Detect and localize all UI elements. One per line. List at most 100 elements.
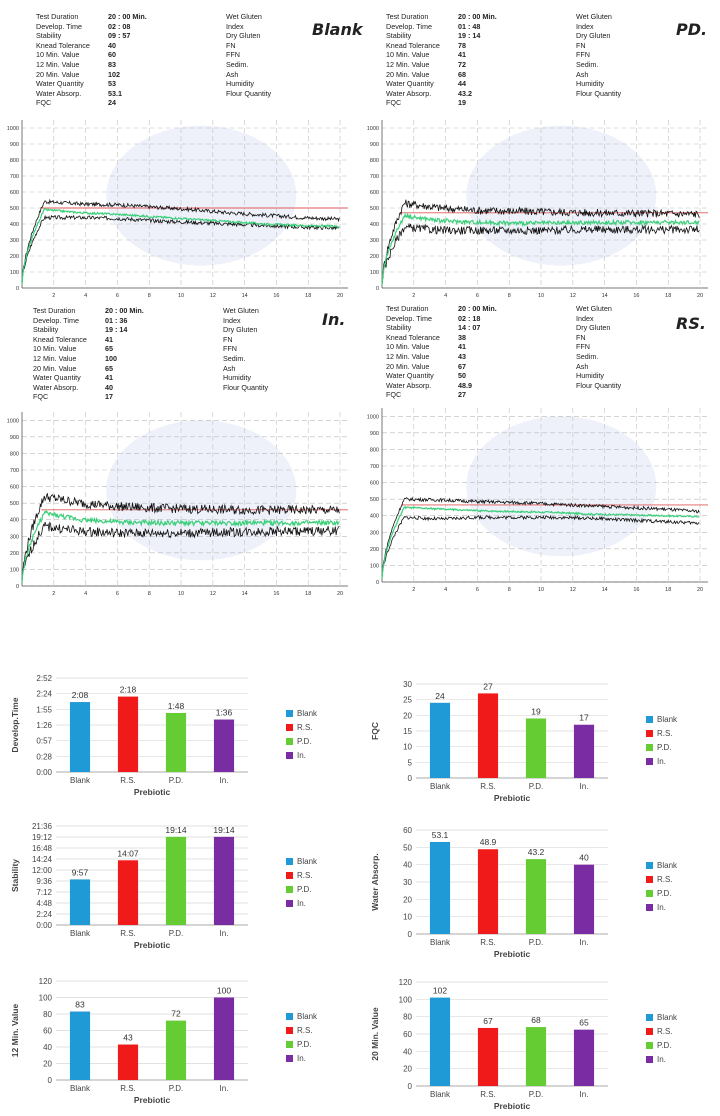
legend-label: In. <box>657 757 666 766</box>
y-axis-title: Stability <box>10 859 20 892</box>
info-value: 40 <box>105 382 113 392</box>
y-tick-label: 1:55 <box>36 705 52 714</box>
legend-swatch <box>286 1027 293 1034</box>
info-value: 60 <box>108 50 116 60</box>
bar-blank <box>429 997 451 1086</box>
x-tick-label: 8 <box>508 587 511 593</box>
y-tick-label: 5 <box>408 758 413 767</box>
data-label: 68 <box>531 1015 541 1025</box>
info-row: Test Duration 20 : 00 Min. Wet Gluten <box>386 304 646 314</box>
data-label: 83 <box>75 1000 85 1010</box>
info-label: FQC <box>386 390 402 400</box>
legend-swatch <box>646 904 653 911</box>
data-label: 17 <box>579 713 589 723</box>
info-right-label: FFN <box>226 50 240 60</box>
info-value: 40 <box>108 40 116 50</box>
y-tick-label: 120 <box>39 977 53 986</box>
info-label: Knead Tolerance <box>33 334 87 344</box>
data-label: 19:14 <box>165 825 187 835</box>
farinogram-info: Test Duration 20 : 00 Min. Wet Gluten Devel… <box>386 304 646 404</box>
info-label: 20 Min. Value <box>36 69 80 79</box>
legend-label: In. <box>297 1054 306 1063</box>
curve-upper <box>381 496 700 579</box>
info-right-label: Ash <box>226 69 239 79</box>
y-tick-label: 12:00 <box>32 866 53 875</box>
info-label: Test Duration <box>386 304 429 313</box>
info-right-label: Ash <box>576 361 589 371</box>
bar-rs <box>117 696 139 772</box>
info-value: 27 <box>458 390 466 400</box>
x-tick-label: 10 <box>538 293 544 299</box>
12-min-value-chart: 0 20 40 60 80 100 120 83 Blank 43 R.S. 72 P.D. 100 In.… <box>10 977 318 1105</box>
legend-label: Blank <box>657 1013 678 1022</box>
info-value: 65 <box>105 344 113 354</box>
y-tick-label: 800 <box>370 447 379 453</box>
info-row: 10 Min. Value 60 FFN <box>36 50 296 60</box>
y-tick-label: 20 <box>43 1060 52 1069</box>
y-tick-label: 500 <box>10 206 19 212</box>
x-tick-label: 6 <box>476 293 479 299</box>
bar-blank <box>69 1011 91 1080</box>
info-label: Stability <box>33 325 59 335</box>
y-tick-label: 700 <box>10 174 19 180</box>
info-right-label: Sedim. <box>226 60 249 69</box>
info-label: Knead Tolerance <box>36 40 90 50</box>
data-label: 24 <box>435 691 445 701</box>
curve-lower <box>381 514 700 579</box>
x-tick-label: 4 <box>444 293 447 299</box>
bar-blank <box>429 841 451 934</box>
info-row: 12 Min. Value 43 Sedim. <box>386 352 646 362</box>
legend-label: R.S. <box>657 1027 673 1036</box>
y-tick-label: 30 <box>403 680 412 689</box>
bar-pd <box>165 836 187 925</box>
legend-swatch <box>646 1056 653 1063</box>
y-tick-label: 10 <box>403 743 412 752</box>
y-tick-label: 80 <box>43 1010 52 1019</box>
x-tick-label: 8 <box>148 293 151 299</box>
y-tick-label: 100 <box>370 563 379 569</box>
x-tick-label: R.S. <box>120 1084 136 1093</box>
info-value: 20 : 00 Min. <box>105 306 144 315</box>
x-tick-label: In. <box>580 782 589 791</box>
info-row: Knead Tolerance 41 FN <box>33 335 293 345</box>
y-tick-label: 120 <box>399 978 413 987</box>
x-tick-label: Blank <box>430 938 451 947</box>
curve-mean <box>21 510 340 583</box>
info-value: 41 <box>458 50 466 60</box>
data-label: 27 <box>483 681 493 691</box>
info-row: Stability 19 : 14 Dry Gluten <box>33 325 293 335</box>
x-tick-label: In. <box>220 929 229 938</box>
y-tick-label: 900 <box>10 435 19 441</box>
y-tick-label: 0 <box>408 774 413 783</box>
x-tick-label: Blank <box>430 782 451 791</box>
y-tick-label: 100 <box>399 995 413 1004</box>
legend-swatch <box>286 1013 293 1020</box>
legend-swatch <box>286 1055 293 1062</box>
data-label: 14:07 <box>117 848 139 858</box>
x-tick-label: R.S. <box>120 929 136 938</box>
bar-rs <box>477 693 499 778</box>
info-value: 19 <box>458 98 466 108</box>
y-tick-label: 40 <box>403 1047 412 1056</box>
legend-label: Blank <box>297 1012 318 1021</box>
info-right-label: FFN <box>576 342 590 352</box>
x-tick-label: 10 <box>178 591 184 597</box>
y-tick-label: 1:26 <box>36 721 52 730</box>
curve-lower <box>381 222 700 285</box>
info-value: 09 : 57 <box>108 31 131 41</box>
info-right-label: Index <box>576 21 594 31</box>
info-row: Knead Tolerance 78 FN <box>386 41 646 51</box>
info-value: 24 <box>108 98 116 108</box>
farinogram-in: Test Duration 20 : 00 Min. Wet Gluten Devel… <box>0 300 360 600</box>
x-tick-label: 20 <box>697 587 703 593</box>
legend-label: In. <box>297 751 306 760</box>
info-row: 12 Min. Value 100 Sedim. <box>33 354 293 364</box>
info-label: Stability <box>386 323 412 333</box>
y-tick-label: 0 <box>376 286 379 292</box>
info-right-label: Ash <box>576 69 589 79</box>
info-right-label: FN <box>223 334 233 344</box>
data-label: 53.1 <box>432 830 449 840</box>
info-value: 41 <box>105 373 113 383</box>
y-tick-label: 0:00 <box>36 921 52 930</box>
x-tick-label: 4 <box>84 293 87 299</box>
